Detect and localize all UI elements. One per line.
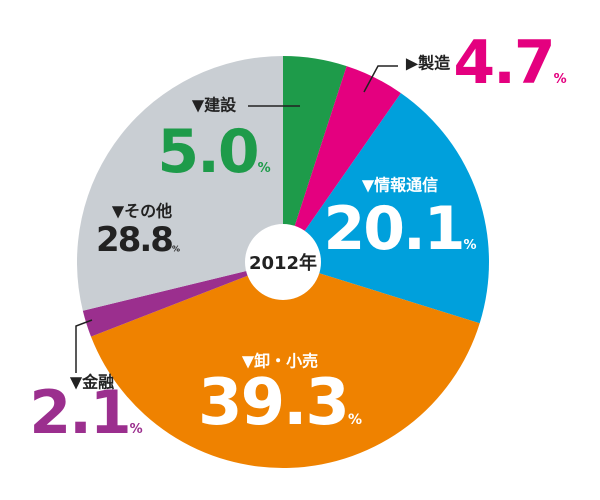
value-label: 20.1% [323,194,476,264]
category-label: ▶製造 [406,54,451,73]
value-label: 39.3% [198,366,362,440]
value-number: 39.3 [198,366,348,440]
value-number: 28.8 [96,220,172,260]
category-label: ▼情報通信 [362,176,438,195]
value-label: 4.7% [453,28,566,98]
center-label: 2012年 [249,252,317,274]
pie-slice [283,93,490,324]
center-hole [245,224,321,300]
value-label: 5.0% [157,117,270,187]
leader-line [75,319,93,373]
value-number: 5.0 [157,117,257,187]
value-unit: % [554,72,567,87]
leader-line [363,65,398,93]
value-unit: % [258,161,271,176]
value-number: 4.7 [453,28,553,98]
value-unit: % [130,422,143,437]
pie-slice [77,56,283,311]
category-label: ▼金融 [70,373,114,392]
category-label: ▼卸・小売 [242,352,318,371]
value-number: 2.1 [29,378,129,448]
category-label: ▼建設 [192,96,237,115]
category-label: ▼その他 [112,202,172,221]
value-label: 28.8% [96,220,180,260]
value-unit: % [464,238,477,253]
pie-slice [90,262,480,468]
pie-slice [283,56,347,262]
value-unit: % [172,244,180,253]
pie-slice [283,66,401,262]
pie-slice [82,262,283,337]
value-unit: % [348,412,362,428]
value-number: 20.1 [323,194,463,264]
value-label: 2.1% [29,378,142,448]
